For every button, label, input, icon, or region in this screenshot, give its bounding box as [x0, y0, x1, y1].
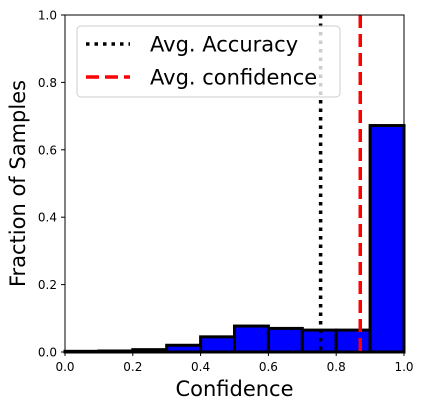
y-tick-label: 1.0 — [38, 9, 57, 23]
y-tick-label: 0.0 — [38, 346, 57, 360]
plot-frame — [64, 14, 405, 353]
legend-box — [76, 25, 341, 98]
x-tick-label: 0.2 — [123, 360, 142, 374]
legend-accuracy-label: Avg. Accuracy — [150, 33, 298, 57]
x-tick-label: 0.8 — [327, 360, 346, 374]
x-tick-label: 0.0 — [55, 360, 74, 374]
y-tick-label: 0.8 — [38, 76, 57, 90]
histogram-bar — [165, 343, 203, 354]
histogram-bar — [334, 328, 372, 354]
histogram-bar — [266, 326, 304, 354]
histogram-bar — [368, 124, 406, 354]
x-tick-label: 1.0 — [394, 360, 413, 374]
y-tick-label: 0.4 — [38, 211, 57, 225]
histogram-bar — [233, 324, 270, 354]
y-tick-label: 0.6 — [38, 143, 57, 157]
axes-layer — [64, 14, 405, 353]
x-tick-label: 0.6 — [259, 360, 278, 374]
x-tick-label: 0.4 — [191, 360, 210, 374]
reference-lines-layer — [318, 15, 363, 352]
y-tick-label: 0.2 — [38, 278, 57, 292]
histogram-bar — [199, 335, 237, 354]
ticks-layer: 0.0 0.2 0.4 0.6 0.8 1.0 0.0 0.2 0.4 0.6 0.8 1.0 — [38, 9, 414, 375]
bars-layer — [63, 124, 406, 354]
legend: Avg. Accuracy Avg. confidence — [76, 25, 341, 98]
y-axis-label: Fraction of Samples — [6, 80, 30, 287]
x-axis-label: Confidence — [175, 377, 293, 401]
legend-confidence-label: Avg. confidence — [150, 66, 317, 90]
